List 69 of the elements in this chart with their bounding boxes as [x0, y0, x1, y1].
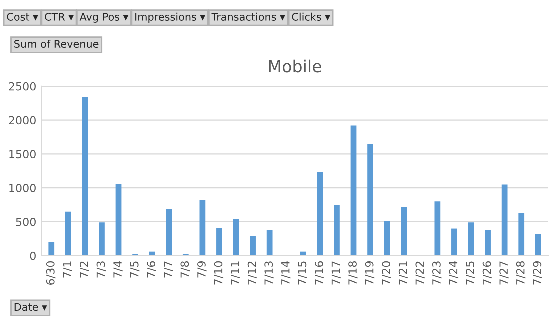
- x-tick-label: 6/30: [46, 262, 56, 285]
- x-tick-label: 7/5: [130, 262, 140, 278]
- x-tick-label: 7/22: [416, 262, 425, 285]
- y-tick-label: 2500: [9, 82, 36, 91]
- x-tick-label: 7/11: [231, 262, 240, 285]
- bar: [350, 126, 357, 256]
- x-tick-label: 7/24: [449, 261, 459, 285]
- text: Transactions ▾: [212, 12, 286, 21]
- x-tick-label: 7/19: [365, 262, 375, 285]
- x-tick-label: 7/12: [248, 262, 258, 285]
- x-tick-label: 7/13: [264, 262, 274, 285]
- x-tick-label: 7/18: [348, 262, 358, 285]
- bar: [485, 230, 491, 256]
- y-tick-label: 2000: [9, 116, 36, 125]
- x-tick-label: 7/7: [164, 262, 174, 278]
- bar: [468, 222, 474, 256]
- x-tick-label: 7/26: [482, 261, 492, 285]
- x-tick-label: 7/21: [398, 262, 408, 285]
- x-tick-label: 7/4: [114, 261, 123, 278]
- chart-title: Mobile: [269, 60, 322, 73]
- bar: [452, 228, 458, 256]
- x-tick-label: 7/10: [214, 262, 224, 285]
- bar: [200, 200, 206, 256]
- bar: [116, 184, 122, 256]
- bar: [401, 207, 408, 256]
- x-tick-label: 7/28: [516, 262, 526, 285]
- y-tick-label: 0: [30, 252, 36, 260]
- x-tick-label: 7/1: [63, 262, 73, 278]
- bar: [502, 184, 508, 256]
- y-axis-title: Sum of Revenue: [14, 40, 99, 48]
- bar: [266, 230, 273, 256]
- y-tick-label: 1000: [10, 184, 36, 192]
- x-tick-label: 7/15: [298, 262, 308, 285]
- text: Avg Pos ▾: [80, 13, 129, 23]
- x-axis-title: Date ▾: [14, 303, 48, 312]
- bar: [82, 97, 88, 256]
- x-tick-label: 7/14: [282, 261, 291, 285]
- x-tick-label: 7/8: [180, 262, 190, 278]
- bar: [518, 213, 525, 256]
- x-tick-label: 7/2: [80, 262, 90, 278]
- x-tick-label: 7/29: [533, 262, 542, 285]
- bar: [233, 219, 240, 256]
- bar: [250, 236, 256, 256]
- bar: [99, 222, 105, 256]
- text: CTR ▾: [45, 13, 74, 21]
- x-tick-label: 7/20: [382, 262, 392, 285]
- y-tick-label: 1500: [10, 150, 36, 159]
- x-tick-label: 7/27: [500, 262, 509, 285]
- text: Impressions ▾: [136, 12, 206, 23]
- x-tick-label: 7/25: [466, 262, 476, 285]
- bar: [65, 212, 72, 256]
- bar: [334, 205, 340, 256]
- x-tick-label: 7/6: [147, 261, 156, 278]
- bar: [166, 209, 172, 256]
- bar: [317, 172, 324, 256]
- text: Clicks ▾: [292, 12, 330, 21]
- x-tick-label: 7/16: [315, 261, 324, 285]
- x-tick-label: 7/23: [432, 262, 442, 285]
- x-tick-label: 7/17: [332, 262, 342, 285]
- bar: [368, 144, 374, 256]
- bar: [434, 202, 441, 256]
- y-tick-label: 500: [16, 218, 36, 226]
- x-tick-label: 7/9: [198, 262, 207, 278]
- text: Cost ▾: [7, 13, 38, 21]
- x-tick-label: 7/3: [96, 262, 106, 278]
- bar: [384, 221, 390, 256]
- bar: [535, 234, 542, 256]
- bar: [216, 228, 222, 256]
- bar: [48, 242, 55, 256]
